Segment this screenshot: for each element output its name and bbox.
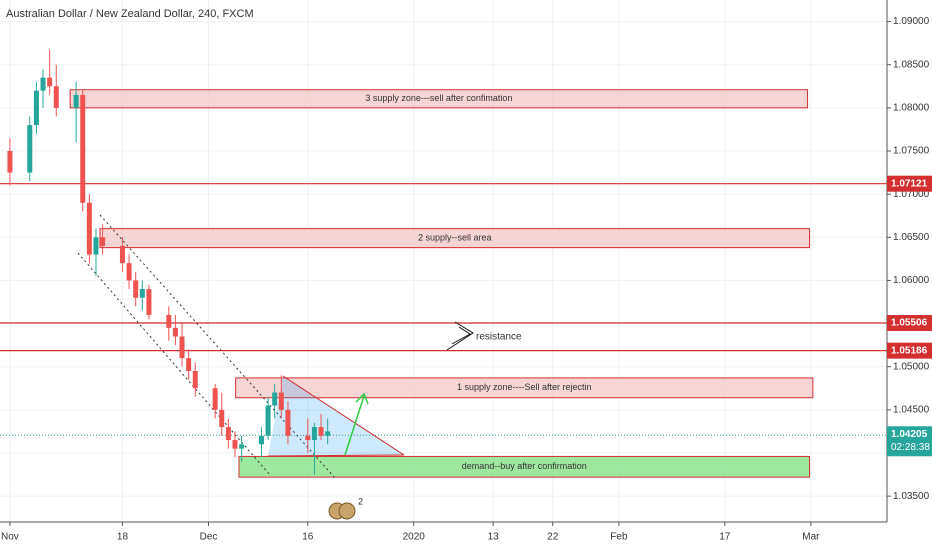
event-icon: 2 bbox=[328, 496, 363, 520]
triangle bbox=[268, 376, 404, 456]
level-label: 1.05186 bbox=[891, 345, 928, 356]
levels bbox=[0, 183, 887, 436]
resistance-arrow bbox=[451, 326, 471, 345]
candle-body bbox=[278, 392, 284, 410]
candle-body bbox=[225, 427, 231, 441]
candle-body bbox=[285, 409, 291, 436]
candle-body bbox=[311, 427, 317, 441]
x-tick-label: Nov bbox=[1, 532, 19, 543]
candle-body bbox=[232, 440, 238, 449]
level-label: 1.07121 bbox=[891, 178, 928, 189]
candle-body bbox=[172, 327, 178, 337]
price-axis bbox=[887, 0, 932, 550]
candle-body bbox=[73, 94, 79, 108]
candle-body bbox=[166, 314, 172, 328]
candles bbox=[7, 49, 331, 475]
candle-body bbox=[318, 427, 324, 436]
drawings bbox=[77, 214, 474, 479]
x-tick-label: 16 bbox=[302, 532, 314, 543]
candle-body bbox=[272, 392, 278, 406]
x-tick-label: Dec bbox=[200, 532, 218, 543]
x-tick-label: 22 bbox=[547, 532, 559, 543]
candle-body bbox=[126, 263, 132, 281]
channel-line bbox=[99, 214, 336, 479]
y-tick-label: 1.06000 bbox=[893, 275, 930, 286]
y-tick-label: 1.07500 bbox=[893, 146, 930, 157]
candle-body bbox=[212, 388, 218, 410]
candle-body bbox=[192, 371, 198, 389]
candle-body bbox=[186, 358, 192, 372]
candle-body bbox=[325, 431, 331, 436]
candle-body bbox=[119, 245, 125, 264]
zone-label: 3 supply zone---sell after confimation bbox=[365, 93, 512, 103]
candle-body bbox=[133, 280, 139, 298]
countdown: 02:28:38 bbox=[891, 442, 930, 453]
y-tick-label: 1.08500 bbox=[893, 59, 930, 70]
channel-line bbox=[77, 252, 271, 476]
candle-body bbox=[146, 289, 152, 315]
zone bbox=[99, 228, 811, 249]
candle-body bbox=[305, 435, 311, 441]
candle-body bbox=[47, 77, 53, 87]
annotation: resistance bbox=[476, 332, 522, 343]
y-tick-label: 1.03500 bbox=[893, 491, 930, 502]
y-tick-label: 1.05000 bbox=[893, 361, 930, 372]
zone-label: 2 supply--sell area bbox=[418, 233, 492, 243]
candle-body bbox=[80, 94, 86, 203]
chart-title: Australian Dollar / New Zealand Dollar, … bbox=[6, 8, 254, 20]
y-tick-label: 1.07000 bbox=[893, 189, 930, 200]
x-tick-label: 2020 bbox=[403, 532, 426, 543]
candle-body bbox=[33, 90, 39, 126]
y-tick-label: 1.06500 bbox=[893, 232, 930, 243]
zone bbox=[238, 455, 811, 478]
level-label: 1.05506 bbox=[891, 318, 928, 329]
level-badge bbox=[887, 315, 932, 332]
level-badge bbox=[887, 175, 932, 192]
zones: 3 supply zone---sell after confimation 2 … bbox=[69, 89, 814, 478]
arrow-head bbox=[355, 392, 369, 405]
candle-body bbox=[265, 405, 271, 436]
resistance-arrow bbox=[446, 321, 474, 351]
x-tick-label: 17 bbox=[719, 532, 731, 543]
x-tick-label: 13 bbox=[488, 532, 500, 543]
y-tick-label: 1.08000 bbox=[893, 102, 930, 113]
candle-body bbox=[258, 435, 264, 445]
candle-body bbox=[179, 336, 185, 359]
x-tick-label: 18 bbox=[117, 532, 129, 543]
y-tick-label: 1.09000 bbox=[893, 16, 930, 27]
zone-label: 1 supply zone----Sell after rejectin bbox=[457, 382, 592, 392]
candle-body bbox=[93, 237, 99, 255]
candle-body bbox=[7, 150, 13, 173]
triangle-edge bbox=[282, 375, 405, 456]
zone bbox=[69, 89, 809, 109]
candle-body bbox=[139, 289, 145, 298]
axes: 1.035001.040001.045001.050001.055001.060… bbox=[1, 16, 932, 543]
zone-label: demand--buy after confirmation bbox=[462, 461, 587, 471]
x-tick-label: Feb bbox=[610, 532, 628, 543]
zone bbox=[235, 377, 814, 399]
candle-body bbox=[27, 125, 33, 173]
level-badge bbox=[887, 342, 932, 359]
candle-body bbox=[86, 202, 92, 255]
candle-body bbox=[100, 237, 106, 246]
x-tick-label: Mar bbox=[802, 532, 820, 543]
arrow bbox=[344, 395, 365, 456]
candle-body bbox=[40, 77, 46, 91]
event-coin bbox=[338, 502, 356, 520]
candle-body bbox=[219, 409, 225, 428]
candle-body bbox=[239, 444, 245, 449]
triangle-edge bbox=[267, 454, 405, 457]
y-tick-label: 1.04500 bbox=[893, 404, 930, 415]
candle-body bbox=[53, 86, 59, 108]
event-count: 2 bbox=[358, 496, 363, 506]
last-price-label: 1.04205 bbox=[891, 429, 928, 440]
last-price-badge bbox=[887, 426, 932, 457]
